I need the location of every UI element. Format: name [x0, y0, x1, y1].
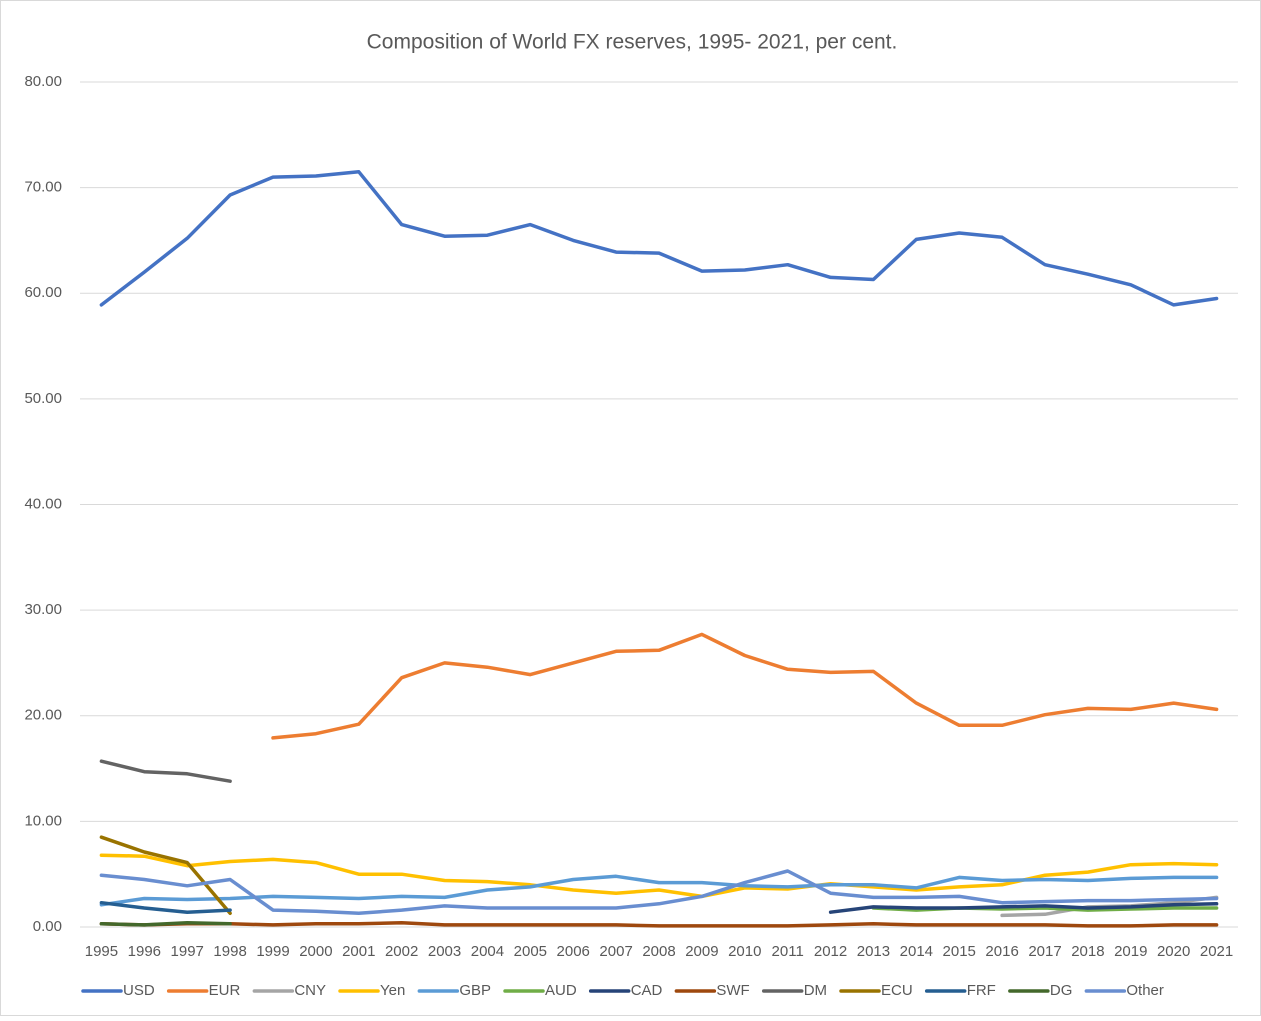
legend-label: DM — [804, 982, 827, 999]
x-tick-label: 2006 — [557, 943, 590, 960]
x-tick-label: 2013 — [857, 943, 890, 960]
y-tick-label: 30.00 — [24, 601, 62, 618]
x-tick-label: 2010 — [728, 943, 761, 960]
x-tick-label: 2003 — [428, 943, 461, 960]
legend-label: FRF — [967, 982, 996, 999]
legend-label: USD — [123, 982, 155, 999]
x-tick-label: 2016 — [985, 943, 1018, 960]
series-line — [99, 170, 1219, 307]
x-tick-label: 2012 — [814, 943, 847, 960]
y-tick-label: 50.00 — [24, 390, 62, 407]
x-tick-label: 1997 — [171, 943, 204, 960]
x-tick-label: 1995 — [85, 943, 118, 960]
legend-label: DG — [1050, 982, 1073, 999]
series-line — [99, 921, 1219, 928]
series-line — [99, 874, 1219, 907]
x-tick-label: 2002 — [385, 943, 418, 960]
y-tick-label: 0.00 — [33, 918, 62, 935]
x-tick-label: 1998 — [213, 943, 246, 960]
series-line — [99, 921, 232, 927]
legend-label: CAD — [631, 982, 663, 999]
y-tick-label: 70.00 — [24, 179, 62, 196]
x-tick-label: 2001 — [342, 943, 375, 960]
legend-label: SWF — [716, 982, 749, 999]
series-line — [99, 900, 232, 914]
x-tick-label: 2018 — [1071, 943, 1104, 960]
x-tick-label: 2014 — [900, 943, 933, 960]
legend-label: ECU — [881, 982, 913, 999]
x-tick-label: 2021 — [1200, 943, 1233, 960]
series-line — [99, 835, 232, 916]
legend-label: EUR — [209, 982, 241, 999]
legend-label: AUD — [545, 982, 577, 999]
legend-label: CNY — [294, 982, 326, 999]
x-tick-label: 2009 — [685, 943, 718, 960]
y-tick-label: 40.00 — [24, 495, 62, 512]
series-line — [99, 869, 1219, 916]
x-tick-label: 2020 — [1157, 943, 1190, 960]
chart-title: Composition of World FX reserves, 1995- … — [367, 31, 898, 54]
x-tick-label: 2004 — [471, 943, 504, 960]
y-tick-label: 80.00 — [24, 73, 62, 90]
x-tick-label: 1996 — [128, 943, 161, 960]
x-tick-label: 2011 — [772, 943, 804, 960]
x-tick-label: 2015 — [943, 943, 976, 960]
series-line — [828, 902, 1219, 914]
legend-label: Other — [1126, 982, 1164, 999]
series-line — [271, 632, 1219, 740]
x-tick-label: 2000 — [299, 943, 332, 960]
x-tick-label: 2007 — [599, 943, 632, 960]
series-line — [99, 759, 232, 783]
y-tick-label: 60.00 — [24, 284, 62, 301]
x-tick-label: 2017 — [1028, 943, 1061, 960]
x-tick-label: 2008 — [642, 943, 675, 960]
x-tick-label: 2005 — [514, 943, 547, 960]
legend-label: GBP — [459, 982, 491, 999]
legend-label: Yen — [380, 982, 405, 999]
y-tick-label: 10.00 — [24, 812, 62, 829]
x-tick-label: 1999 — [256, 943, 289, 960]
y-tick-label: 20.00 — [24, 707, 62, 724]
x-tick-label: 2019 — [1114, 943, 1147, 960]
